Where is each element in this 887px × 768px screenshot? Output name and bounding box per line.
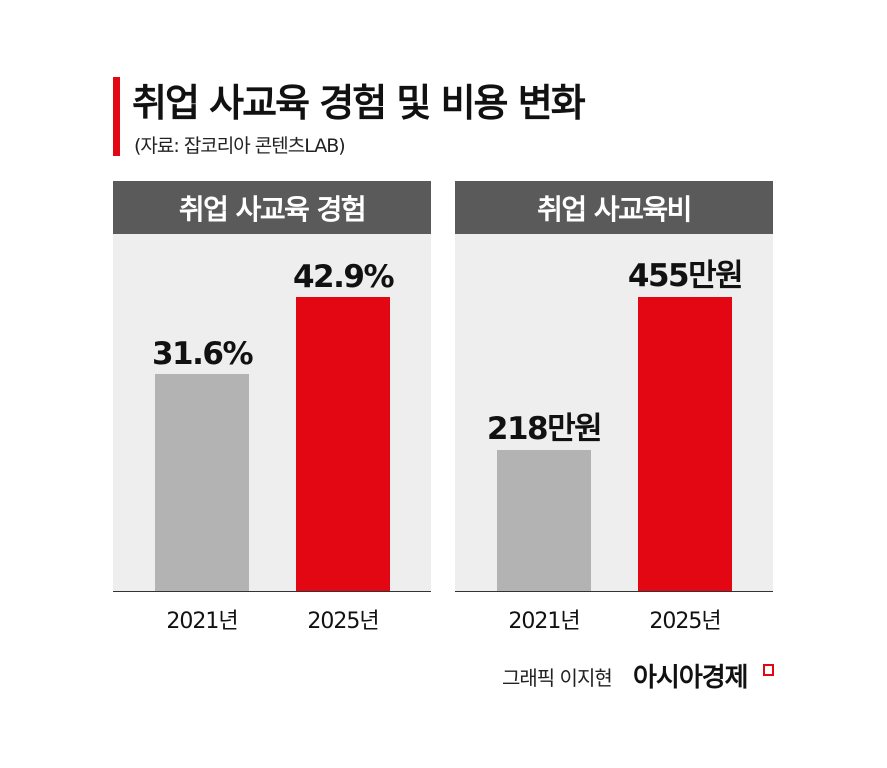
data-label-2025: 42.9% [292,259,395,295]
title-accent-bar [113,77,120,156]
panel-title: 취업 사교육 경험 [113,181,431,234]
x-tick-label: 2025년 [649,609,721,634]
bar-2021 [497,450,591,591]
panel-title: 취업 사교육비 [455,181,773,234]
bar-2025 [296,297,390,591]
data-label-2025: 455만원 [627,258,744,294]
bar-2025 [638,297,732,591]
graphic-credit: 그래픽 이지현 [502,666,613,690]
x-tick-label: 2021년 [508,609,580,634]
page-title: 취업 사교육 경험 및 비용 변화 [132,81,586,125]
data-label-2021: 31.6% [151,336,254,373]
x-tick-label: 2021년 [166,609,238,634]
publisher-logo: 아시아경제 [633,663,749,693]
chart-panel-cost: 취업 사교육비 218만원 455만원 [455,181,773,592]
data-label-2021: 218만원 [486,411,603,448]
bar-2021 [155,374,249,591]
source-note: (자료: 잡코리아 콘텐츠LAB) [134,135,346,157]
plot-area: 31.6% 42.9% [113,234,431,592]
chart-panel-experience: 취업 사교육 경험 31.6% 42.9% [113,181,431,592]
logo-mark-icon [763,664,774,676]
plot-area: 218만원 455만원 [455,234,773,592]
x-tick-label: 2025년 [307,609,379,634]
